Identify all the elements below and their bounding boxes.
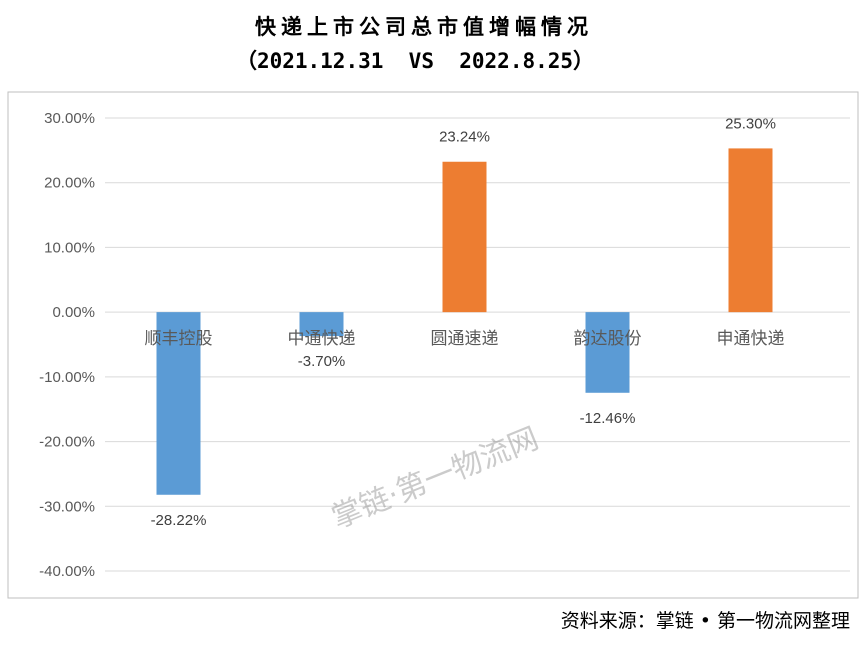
y-tick-label: -30.00% (39, 498, 95, 515)
data-label: -12.46% (580, 410, 636, 427)
bar (585, 312, 630, 393)
category-label: 顺丰控股 (145, 329, 213, 349)
category-label: 韵达股份 (574, 329, 642, 349)
chart-frame (7, 91, 859, 599)
category-labels: 顺丰控股 中通快递 圆通速递 韵达股份 申通快递 (145, 329, 785, 349)
bars (156, 148, 773, 495)
chart-subtitle: （2021.12.31 VS 2022.8.25） (236, 49, 594, 73)
category-label: 申通快递 (717, 329, 785, 349)
bar (156, 312, 201, 495)
data-label: 23.24% (439, 129, 490, 146)
y-tick-label: 30.00% (44, 110, 95, 127)
chart-title: 快递上市公司总市值增幅情况 (255, 15, 593, 39)
y-tick-label: -40.00% (39, 563, 95, 580)
gridlines (105, 117, 850, 572)
y-tick-label: 10.00% (44, 239, 95, 256)
data-label: -3.70% (298, 353, 346, 370)
category-label: 中通快递 (288, 329, 356, 349)
y-axis-tick-labels: 30.00% 20.00% 10.00% 0.00% -10.00% -20.00% -30… (39, 110, 95, 580)
data-labels: -28.22% -3.70% 23.24% -12.46% 25.30% (151, 115, 776, 528)
bar (728, 148, 773, 313)
bar (442, 161, 487, 313)
data-label: -28.22% (151, 512, 207, 529)
y-tick-label: 20.00% (44, 175, 95, 192)
source-note: 资料来源：掌链 • 第一物流网整理 (561, 610, 850, 632)
category-label: 圆通速递 (431, 329, 499, 349)
data-label: 25.30% (725, 115, 776, 132)
y-tick-label: -10.00% (39, 369, 95, 386)
y-tick-label: 0.00% (52, 304, 95, 321)
bar (299, 312, 344, 337)
y-tick-label: -20.00% (39, 434, 95, 451)
